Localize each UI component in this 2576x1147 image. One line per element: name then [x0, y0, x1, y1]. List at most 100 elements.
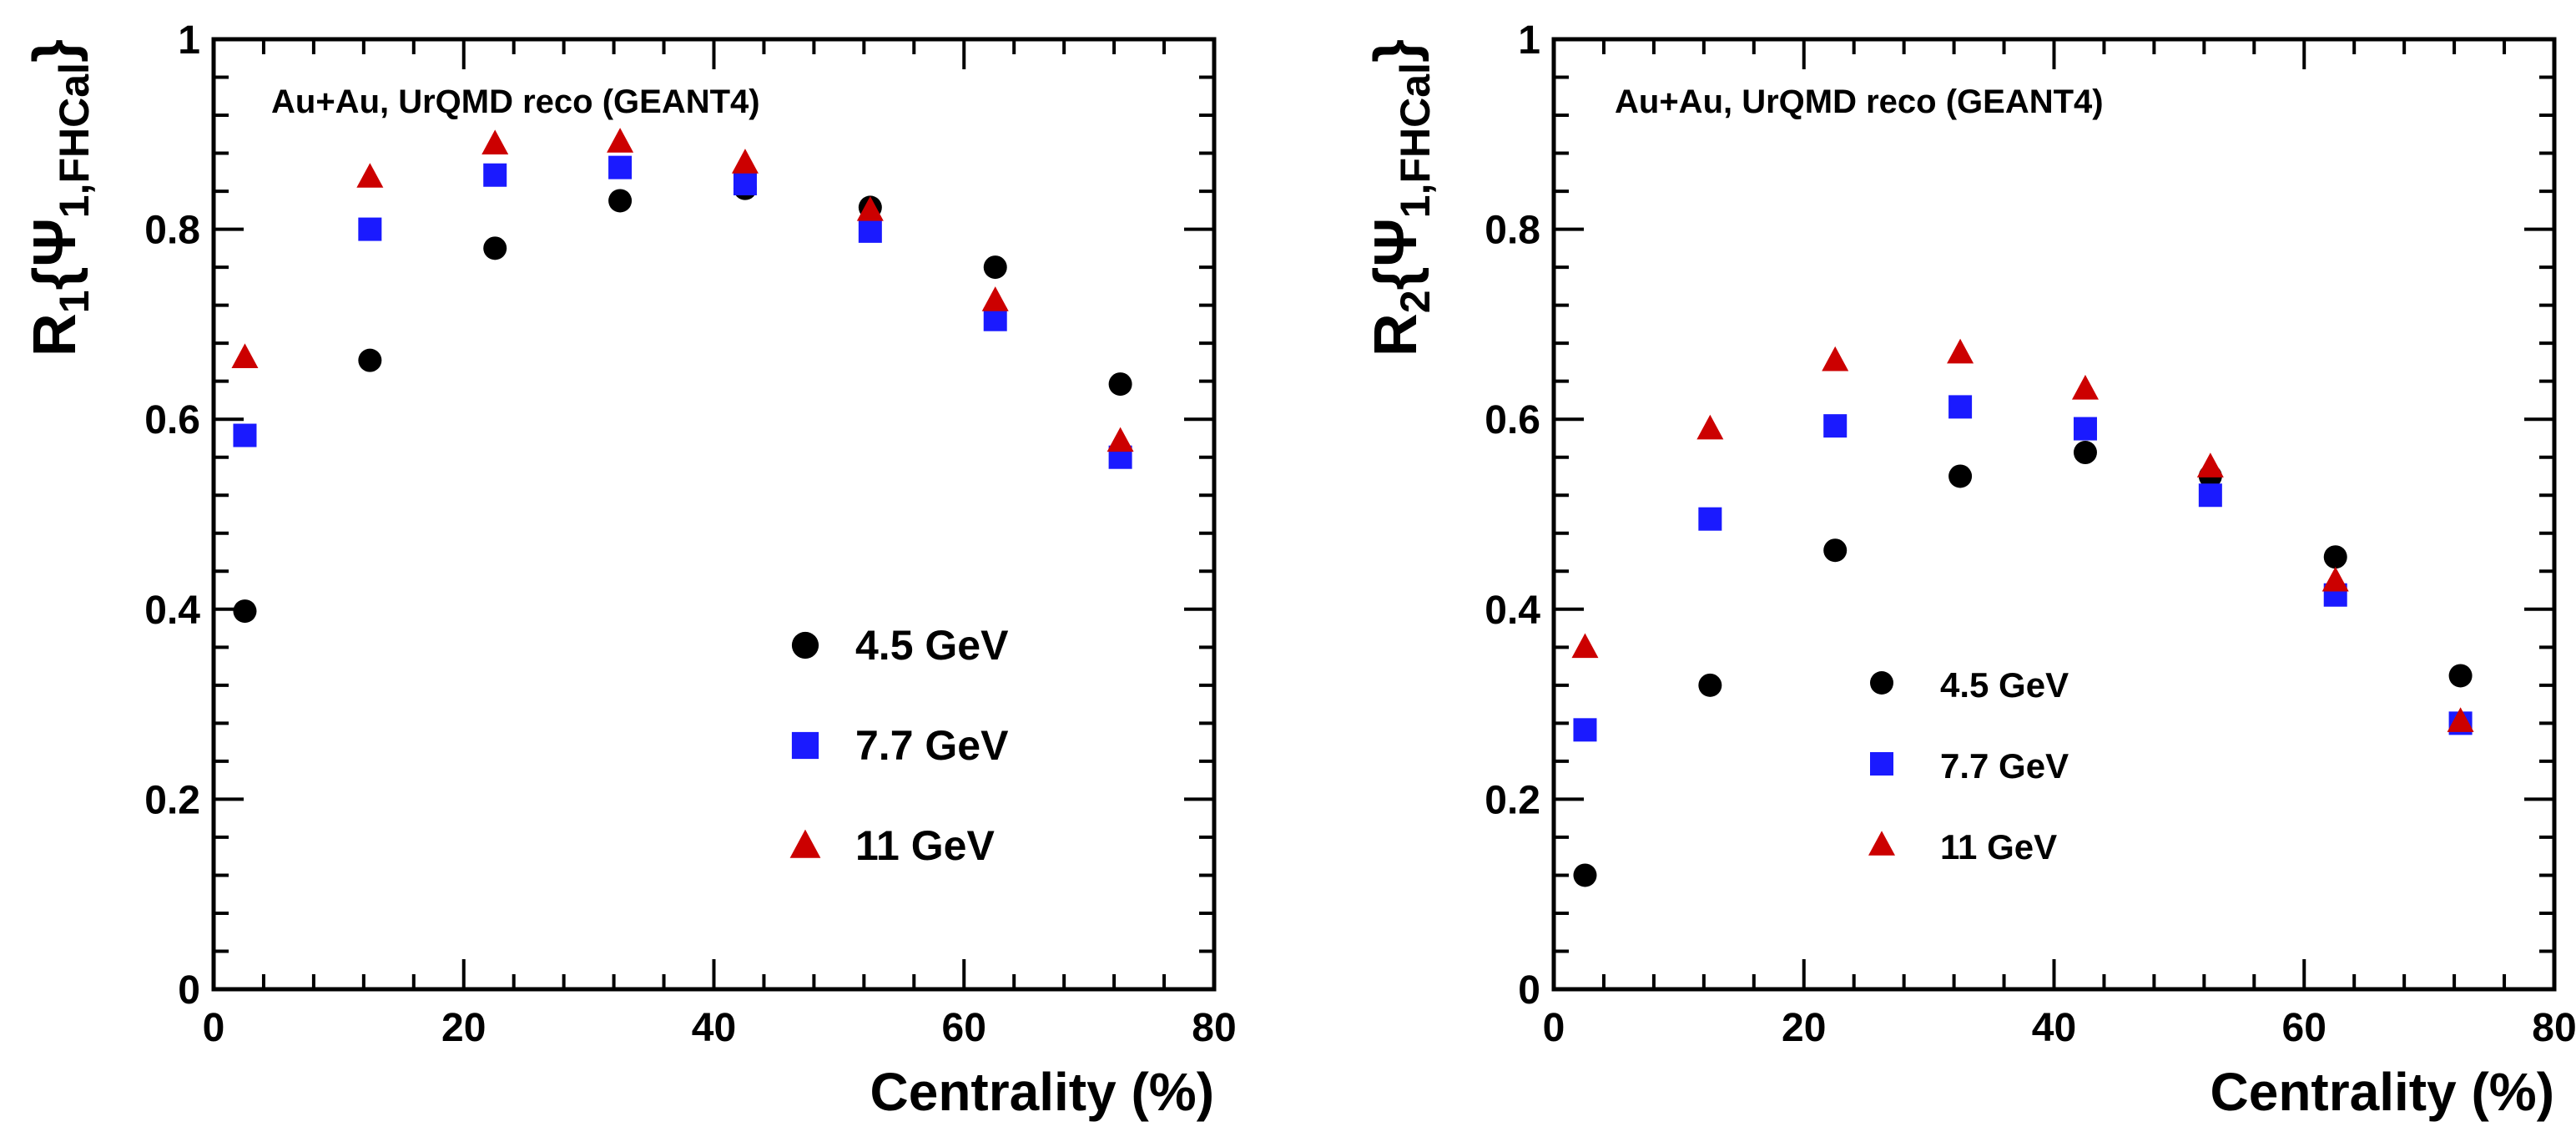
legend-label: 7.7 GeV [1940, 746, 2069, 786]
x-tick-label: 20 [441, 1006, 486, 1050]
data-point-circle [1573, 863, 1597, 887]
x-axis-title: Centrality (%) [2211, 1062, 2555, 1122]
data-point-square [2073, 417, 2097, 441]
y-axis-title-part: R [22, 313, 88, 356]
data-point-square [733, 171, 757, 195]
x-axis-title: Centrality (%) [870, 1062, 1215, 1122]
x-tick-label: 80 [2532, 1006, 2576, 1050]
data-point-square [983, 307, 1007, 331]
x-tick-label: 0 [203, 1006, 225, 1050]
data-point-triangle [607, 128, 634, 153]
y-tick-label: 1 [1518, 18, 1540, 63]
data-point-square [233, 423, 257, 447]
legend-label: 4.5 GeV [855, 622, 1009, 669]
data-point-triangle [1107, 427, 1134, 452]
y-axis-title-part: {Ψ [1363, 218, 1429, 290]
y-axis-title-part: 2 [1392, 290, 1439, 313]
data-point-triangle [981, 286, 1009, 311]
legend-label: 7.7 GeV [855, 722, 1009, 769]
data-point-circle [2448, 664, 2473, 688]
data-point-triangle [1947, 338, 1974, 364]
y-axis-title-part: } [22, 39, 88, 63]
y-tick-label: 0.6 [144, 398, 200, 442]
data-point-square [358, 217, 382, 241]
y-tick-label: 0.2 [144, 778, 200, 822]
legend-label: 4.5 GeV [1940, 665, 2069, 705]
legend-marker-circle [1870, 671, 1893, 695]
data-point-square [858, 219, 882, 243]
annotation-text: Au+Au, UrQMD reco (GEANT4) [271, 83, 760, 120]
y-axis-title-part: 1 [51, 290, 98, 313]
data-point-triangle [2196, 452, 2224, 477]
data-point-triangle [731, 149, 759, 174]
y-axis-title-part: } [1363, 39, 1429, 63]
y-axis-title-part: 1,FHCal [1392, 63, 1439, 218]
y-tick-label: 0.2 [1485, 778, 1540, 822]
y-tick-label: 0.6 [1485, 398, 1540, 442]
data-point-square [1573, 718, 1597, 742]
data-point-circle [1698, 673, 1722, 697]
data-point-triangle [2071, 374, 2099, 400]
y-tick-label: 0.4 [144, 589, 200, 633]
legend-marker-square [791, 731, 819, 760]
data-point-triangle [2447, 707, 2474, 732]
data-point-triangle [2321, 566, 2349, 592]
x-tick-label: 40 [692, 1006, 736, 1050]
data-point-circle [2323, 545, 2347, 569]
legend-marker-circle [791, 631, 819, 659]
data-point-circle [1108, 372, 1132, 397]
legend-marker-triangle [789, 829, 821, 858]
y-tick-label: 0 [178, 968, 200, 1013]
y-axis-title: R2{Ψ1,FHCal} [1363, 39, 1439, 356]
y-axis-title-part: R [1363, 313, 1429, 356]
data-point-triangle [856, 196, 884, 221]
data-point-square [1698, 507, 1722, 531]
data-point-triangle [231, 343, 259, 369]
y-tick-label: 0.8 [1485, 209, 1540, 253]
series-4-5-gev [1573, 441, 2473, 887]
x-tick-label: 40 [2032, 1006, 2076, 1050]
data-point-square [483, 163, 507, 187]
annotation-text: Au+Au, UrQMD reco (GEANT4) [1615, 83, 2104, 120]
series-7-7-gev [233, 155, 1132, 469]
x-tick-label: 60 [942, 1006, 986, 1050]
x-tick-label: 80 [1192, 1006, 1236, 1050]
data-point-circle [1823, 538, 1848, 563]
data-point-circle [483, 236, 507, 260]
data-point-triangle [356, 163, 384, 188]
right-panel: 0 20 40 60 80 0 0.2 0.4 0.6 0.8 1 Centrality (%) R2{… [1363, 18, 2576, 1122]
y-axis-title: R1{Ψ1,FHCal} [22, 39, 98, 356]
x-tick-label: 20 [1782, 1006, 1826, 1050]
data-point-square [1823, 414, 1848, 438]
legend-marker-square [1870, 752, 1893, 776]
data-point-square [608, 155, 633, 179]
data-point-circle [608, 189, 633, 213]
series-4-5-gev [233, 176, 1132, 624]
series-11-gev [1571, 338, 2474, 732]
data-point-triangle [1822, 346, 1849, 371]
y-tick-label: 0.8 [144, 209, 200, 253]
data-point-circle [358, 348, 382, 372]
legend-label: 11 GeV [855, 822, 995, 869]
y-axis-title-part: {Ψ [22, 218, 88, 290]
data-point-circle [1948, 464, 1973, 488]
data-point-square [1948, 395, 1973, 419]
legend-marker-triangle [1868, 831, 1895, 856]
data-point-triangle [1571, 633, 1599, 659]
y-tick-label: 1 [178, 18, 200, 63]
y-axis-title-part: 1,FHCal [51, 63, 98, 218]
y-tick-label: 0 [1518, 968, 1540, 1013]
data-point-circle [233, 599, 257, 624]
data-point-triangle [481, 129, 509, 154]
data-point-square [2198, 483, 2222, 508]
legend-label: 11 GeV [1940, 827, 2057, 867]
data-point-triangle [1696, 414, 1724, 440]
x-tick-label: 60 [2282, 1006, 2326, 1050]
y-tick-label: 0.4 [1485, 589, 1540, 633]
series-11-gev [231, 128, 1134, 452]
x-tick-label: 0 [1543, 1006, 1565, 1050]
data-point-circle [2073, 441, 2097, 465]
data-point-circle [983, 255, 1007, 280]
